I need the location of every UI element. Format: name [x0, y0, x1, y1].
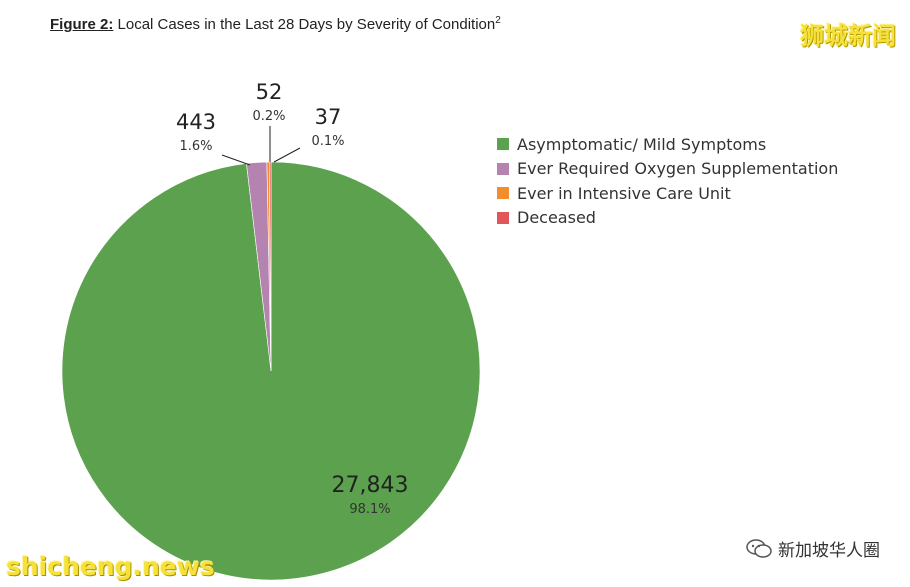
watermark-bottom: shicheng.news — [6, 552, 215, 581]
leader-lines — [221, 126, 301, 166]
pie-slice — [268, 161, 272, 372]
data-label-percent: 1.6% — [179, 139, 212, 154]
wechat-icon — [746, 538, 772, 558]
legend-label: Ever in Intensive Care Unit — [517, 183, 731, 203]
legend-label: Asymptomatic/ Mild Symptoms — [517, 134, 767, 154]
figure-label: Figure 2: — [50, 16, 114, 33]
legend-label: Ever Required Oxygen Supplementation — [517, 159, 839, 179]
wechat-tag: 新加坡华人圈 — [746, 536, 880, 561]
legend-swatch — [497, 138, 509, 151]
legend-item: Deceased — [497, 206, 838, 231]
data-label-value: 27,843 — [332, 473, 409, 498]
pie-slices — [61, 161, 481, 581]
legend-swatch — [497, 187, 509, 200]
legend-item: Ever Required Oxygen Supplementation — [497, 157, 838, 182]
data-labels: 27,843 98.1% 443 1.6% 52 0.2% 37 0.1% — [176, 80, 409, 517]
data-label-percent: 0.1% — [311, 134, 344, 149]
data-label-percent: 0.2% — [252, 109, 285, 124]
watermark-top: 狮城新闻 — [800, 22, 896, 50]
figure-footnote-marker: 2 — [495, 15, 501, 26]
legend-item: Ever in Intensive Care Unit — [497, 181, 838, 206]
data-label-value: 52 — [256, 80, 283, 104]
data-label-value: 443 — [176, 110, 216, 134]
legend-item: Asymptomatic/ Mild Symptoms — [497, 132, 838, 157]
legend-label: Deceased — [517, 208, 596, 228]
legend-swatch — [497, 211, 509, 224]
figure-title: Figure 2: Local Cases in the Last 28 Day… — [50, 15, 501, 33]
wechat-account-name: 新加坡华人圈 — [778, 541, 880, 561]
data-label-percent: 98.1% — [349, 502, 390, 517]
legend-swatch — [497, 162, 509, 175]
figure-title-text: Local Cases in the Last 28 Days by Sever… — [113, 16, 496, 33]
legend: Asymptomatic/ Mild Symptoms Ever Require… — [497, 132, 838, 230]
data-label-value: 37 — [315, 105, 342, 129]
leader-line — [273, 147, 301, 163]
leader-line — [221, 154, 251, 166]
